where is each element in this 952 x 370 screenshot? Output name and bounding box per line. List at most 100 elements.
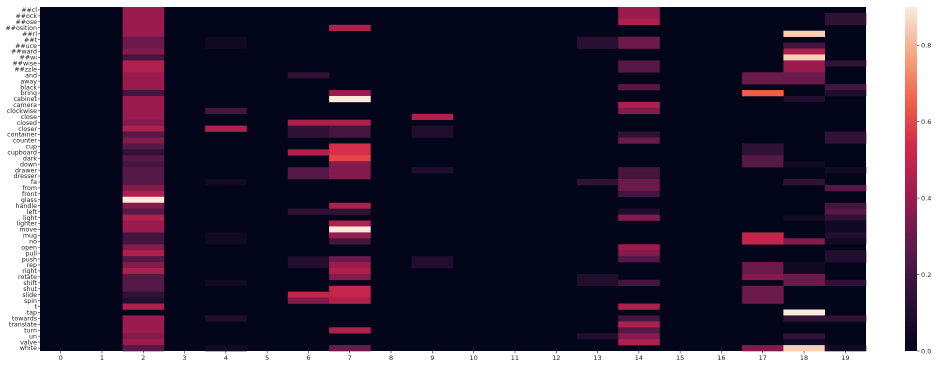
y-tick-label: ##ose [15,19,37,26]
heatmap-cell [122,214,165,221]
heatmap-cell [742,262,784,269]
colorbar-tick-label: 0.4 [921,194,931,202]
heatmap-cell [122,333,165,340]
heatmap-cell [122,232,165,239]
heatmap-cell [205,179,247,186]
heatmap-cell [783,42,825,49]
heatmap-cell [618,167,660,174]
y-tick-label: from [22,185,37,192]
heatmap-cell [122,155,165,162]
heatmap-cell [329,226,371,233]
heatmap-cell [122,30,165,37]
x-tick-labels: 0 1 2 3 4 5 6 7 8 9 10 11 12 13 14 15 16 17 18 19 [59,351,849,362]
heatmap-cell [824,226,867,233]
y-tick-label: right [22,268,37,275]
heatmap-cell [618,256,660,263]
heatmap-cell [329,345,371,352]
heatmap-cell [287,291,330,298]
heatmap-cell [122,131,165,138]
heatmap-cell [329,262,371,269]
heatmap-cell [329,161,371,168]
heatmap-zero-background [40,7,866,351]
y-tick-label: t [35,304,38,311]
y-tick-label: open [21,244,37,251]
heatmap-cell [824,131,867,138]
heatmap-cell [783,66,825,73]
colorbar-gradient [905,7,917,351]
heatmap-cell [618,101,660,109]
heatmap-cell [618,36,660,43]
heatmap-cell [783,60,825,67]
heatmap-cell [618,184,660,192]
x-tick-label: 2 [141,354,145,362]
heatmap-cell [329,220,371,227]
x-tick-label: 11 [511,354,519,362]
heatmap-cell [783,267,825,275]
heatmap-cell [824,90,867,97]
y-tick-label: container [7,132,37,139]
heatmap-cell [618,303,660,310]
heatmap-cell [287,167,330,174]
heatmap-cell [329,267,371,275]
heatmap-cell [618,279,660,287]
y-tick-label: black [20,84,37,91]
heatmap-cell [329,149,371,156]
heatmap-cell [742,149,784,156]
heatmap-cell [122,84,165,91]
heatmap-cell [618,84,660,91]
y-tick-label: front [22,191,38,198]
y-tick-label: closed [17,120,37,127]
heatmap-cell [742,143,784,150]
heatmap-cell [287,131,330,138]
heatmap-cell [205,315,247,322]
y-tick-label: ##zzle [14,66,37,73]
y-tick-label: fa [31,179,37,186]
heatmap-cell [618,66,660,73]
y-tick-label: light [23,215,37,222]
heatmap-cell [742,267,784,275]
heatmap-cell [122,196,165,204]
y-tick-label: mug [23,233,37,240]
heatmap-cell [411,125,454,132]
x-tick-label: 18 [800,354,808,362]
heatmap-cell [287,149,330,156]
y-tick-label: cup [26,144,37,151]
heatmap-cell [411,131,454,138]
heatmap-cell [742,78,784,85]
heatmap-cell [783,273,825,281]
heatmap-cell [742,90,784,97]
heatmap-cell [122,345,165,352]
heatmap-cell [618,333,660,340]
heatmap-cell [824,137,867,144]
heatmap-cell [618,214,660,221]
heatmap-cell [783,309,825,316]
heatmap-cell [783,345,825,352]
y-tick-labels: ##cl##ock##ose##osition##rl##t##uce##war… [6,7,40,352]
heatmap-cell [329,95,371,103]
colorbar-tick-label: 0.0 [921,347,931,355]
heatmap-cell [287,173,330,180]
y-tick-label: cupboard [7,150,37,157]
heatmap-cell [783,161,825,168]
heatmap-cell [122,285,165,292]
heatmap-cell [329,119,371,126]
heatmap-cell [122,54,165,61]
heatmap-cell [824,345,867,352]
heatmap-cell [411,167,454,174]
x-tick-label: 3 [182,354,186,362]
x-tick-label: 10 [470,354,478,362]
heatmap-cell [205,125,247,132]
heatmap-cell [122,66,165,73]
heatmap-cell [205,232,247,239]
heatmap-cell [742,291,784,298]
heatmap-cell [122,60,165,67]
heatmap-cell [122,119,165,126]
y-tick-label: pull [26,250,38,257]
heatmap-cell [122,143,165,150]
x-tick-label: 7 [348,354,352,362]
heatmap-cell [742,345,784,352]
y-tick-label: ##t [24,37,38,44]
heatmap-cell [122,190,165,198]
y-tick-label: handle [16,203,38,210]
heatmap-cell [742,285,784,292]
